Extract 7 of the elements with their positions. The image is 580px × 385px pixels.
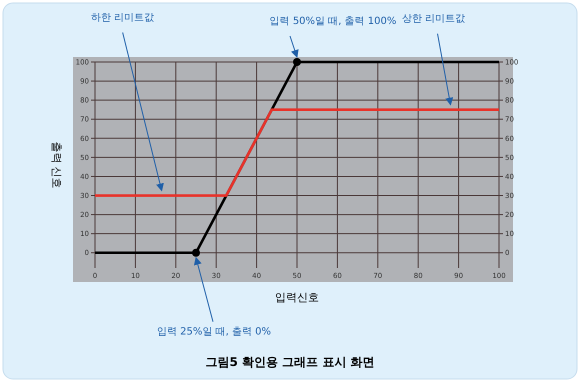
annotation: 입력 25%일 때, 출력 0% <box>157 326 271 338</box>
x-axis-title: 입력신호 <box>275 291 319 304</box>
annotation: 상한 리미트값 <box>402 14 466 25</box>
text: 그림5 확인용 그래프 표시 화면 <box>205 355 375 369</box>
annotation: 하한 리미트값 <box>91 12 154 24</box>
y-axis-title: 출력 신호 <box>50 141 63 189</box>
annotation: 입력 50%일 때, 출력 100% <box>270 16 396 27</box>
